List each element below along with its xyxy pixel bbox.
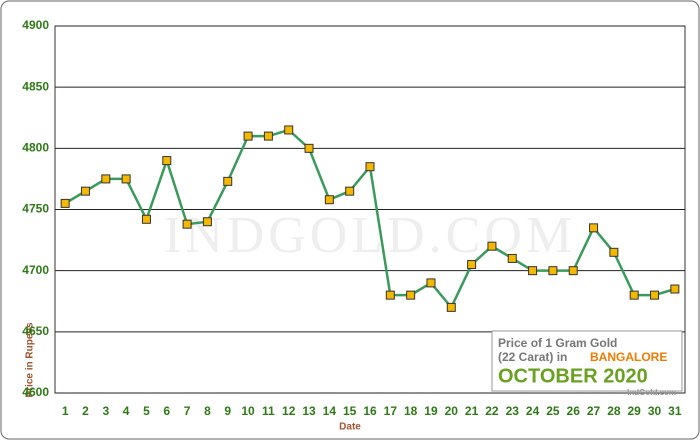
x-tick-label: 25 <box>546 404 560 418</box>
x-tick-label: 14 <box>323 404 337 418</box>
x-tick-label: 13 <box>302 404 316 418</box>
marker <box>406 290 416 300</box>
marker <box>223 176 233 186</box>
info-line: (22 Carat) in <box>498 350 567 364</box>
y-tick-label: 4650 <box>22 324 49 338</box>
marker <box>121 174 131 184</box>
marker <box>284 125 294 135</box>
marker <box>568 266 578 276</box>
marker <box>385 290 395 300</box>
y-tick-label: 4900 <box>22 18 49 32</box>
x-tick-label: 11 <box>262 404 275 418</box>
info-line: Price of 1 Gram Gold <box>498 336 617 350</box>
x-tick-label: 10 <box>241 404 255 418</box>
marker <box>528 266 538 276</box>
x-tick-label: 9 <box>224 404 231 418</box>
x-tick-label: 24 <box>526 404 540 418</box>
x-tick-label: 16 <box>363 404 377 418</box>
x-tick-label: 29 <box>628 404 642 418</box>
x-tick-label: 2 <box>82 404 89 418</box>
marker <box>446 302 456 312</box>
y-axis-label: Price in Rupees <box>25 322 36 397</box>
x-tick-label: 4 <box>123 404 130 418</box>
x-tick-label: 23 <box>506 404 520 418</box>
x-tick-label: 3 <box>102 404 109 418</box>
marker <box>589 223 599 233</box>
marker <box>629 290 639 300</box>
x-tick-label: 6 <box>163 404 170 418</box>
marker <box>365 162 375 172</box>
marker <box>80 186 90 196</box>
marker <box>670 284 680 294</box>
x-tick-label: 30 <box>648 404 662 418</box>
marker <box>324 195 334 205</box>
marker <box>487 241 497 251</box>
marker <box>426 278 436 288</box>
x-tick-label: 20 <box>445 404 459 418</box>
x-tick-label: 8 <box>204 404 211 418</box>
x-tick-label: 22 <box>485 404 499 418</box>
marker <box>202 217 212 227</box>
x-tick-label: 15 <box>343 404 357 418</box>
y-tick-label: 4700 <box>22 263 49 277</box>
marker <box>243 131 253 141</box>
x-axis-label: Date <box>339 422 361 433</box>
marker <box>507 253 517 263</box>
marker <box>162 156 172 166</box>
y-tick-label: 4850 <box>22 79 49 93</box>
y-tick-label: 4750 <box>22 202 49 216</box>
x-tick-label: 21 <box>465 404 479 418</box>
y-tick-label: 4800 <box>22 141 49 155</box>
marker <box>101 174 111 184</box>
info-panel <box>491 330 683 392</box>
marker <box>650 290 660 300</box>
info-site: IndGold.com <box>627 388 676 397</box>
x-tick-label: 19 <box>424 404 438 418</box>
x-tick-label: 7 <box>184 404 191 418</box>
x-tick-label: 17 <box>384 404 398 418</box>
marker <box>60 198 70 208</box>
info-period: OCTOBER 2020 <box>498 365 648 387</box>
marker <box>609 247 619 257</box>
marker <box>182 219 192 229</box>
marker <box>548 266 558 276</box>
info-box: Price of 1 Gram Gold (22 Carat) in BANGA… <box>491 330 683 397</box>
x-tick-label: 28 <box>607 404 621 418</box>
x-tick-label: 26 <box>567 404 581 418</box>
x-tick-label: 1 <box>62 404 69 418</box>
marker <box>263 131 273 141</box>
marker <box>304 143 314 153</box>
marker <box>467 260 477 270</box>
info-city: BANGALORE <box>590 350 667 364</box>
x-tick-label: 18 <box>404 404 418 418</box>
x-tick-label: 12 <box>282 404 296 418</box>
marker <box>345 186 355 196</box>
x-tick-label: 31 <box>668 404 682 418</box>
x-tick-label: 27 <box>587 404 601 418</box>
x-tick-label: 5 <box>143 404 150 418</box>
marker <box>141 214 151 224</box>
y-tick-label: 4600 <box>22 385 49 399</box>
